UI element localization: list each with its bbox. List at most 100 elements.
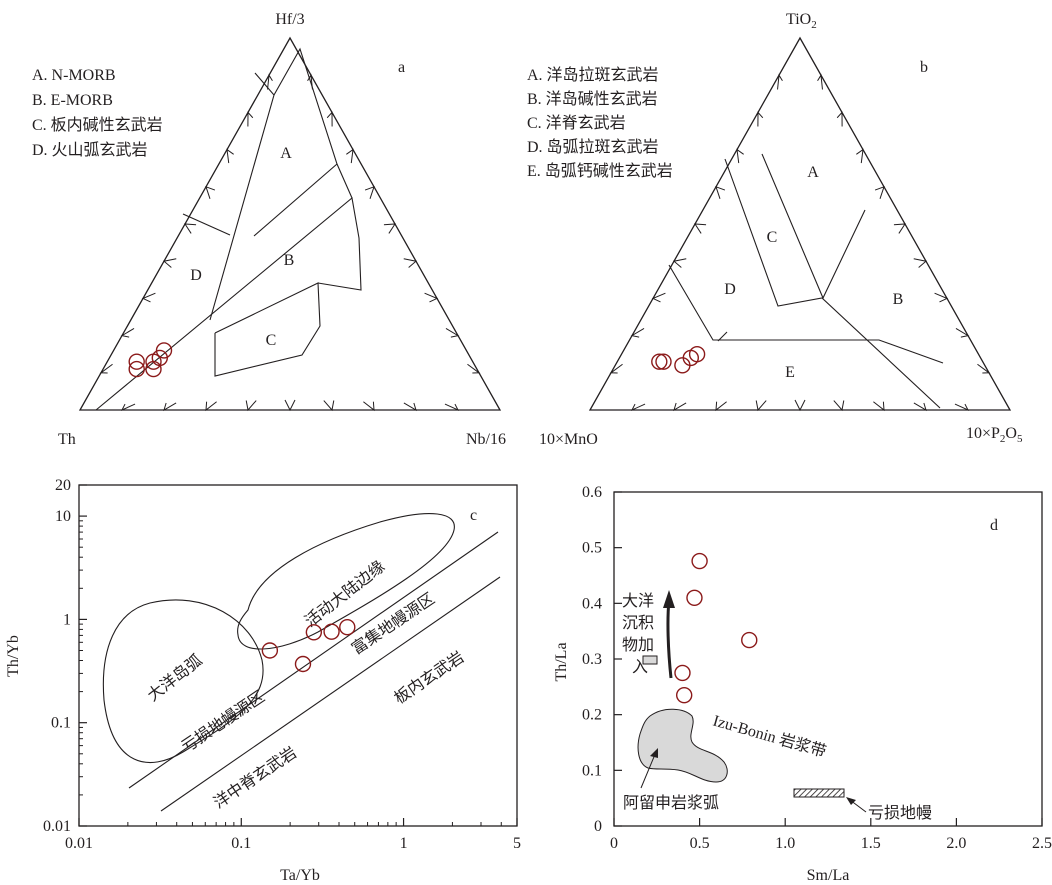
panel-c-xlabel: Ta/Yb [280,867,320,884]
y-tick-label: 0.1 [51,715,71,732]
panel-b-legend-item: C. 洋脊玄武岩 [527,114,626,132]
tick-mark [120,403,136,412]
panel-a-apex-top: Hf/3 [275,11,304,28]
tick-mark [609,363,623,374]
panel-b-apex-top: TiO2 [786,11,817,31]
tick-mark [205,401,217,412]
panel-b-legend-item: D. 岛弧拉斑玄武岩 [527,138,659,156]
tick-mark [467,363,481,374]
panel-b-field-boundary [724,158,941,409]
panel-d-scatter: 0 0.5 1.0 1.5 2.0 2.5 0 0.1 0.2 0.3 0.4 0.5 0.6 大洋 沉… [553,484,1052,884]
panel-c-label-morb: 洋中脊玄武岩 [210,744,300,813]
y-tick-label: 1 [63,611,71,628]
tick-mark [141,292,156,303]
tick-mark [99,363,113,374]
tick-mark [247,111,254,127]
panel-c-field-active-margin [237,513,455,650]
panel-b-field-label-a: A [807,164,819,181]
panel-b-letter: b [920,59,928,76]
x-tick-label: 0.5 [690,835,710,852]
panel-c-letter: c [470,507,477,524]
x-tick-label: 2.5 [1032,835,1052,852]
panel-a-apex-right: Nb/16 [466,431,506,448]
panel-a-legend-item: D. 火山弧玄武岩 [32,141,148,159]
panel-b-legend-item: E. 岛弧钙碱性玄武岩 [527,162,673,180]
panel-a-legend-item: A. N-MORB [32,67,116,84]
data-point [686,589,703,606]
tick-mark [715,185,726,199]
panel-b-field-label-c: C [767,229,778,246]
x-tick-label: 1.5 [861,835,881,852]
panel-c-boundary-line [128,531,499,789]
tick-mark [226,148,234,164]
panel-d-letter: d [990,517,998,534]
data-point [741,631,758,649]
panel-c-plot-area [78,484,518,827]
x-tick-label: 1.0 [775,835,795,852]
tick-mark [445,327,460,338]
panel-d-ylabel: Th/La [553,642,570,681]
data-point [261,642,279,659]
panel-d-xlabel: Sm/La [807,867,850,884]
panel-d-ticks: 0 0.5 1.0 1.5 2.0 2.5 0 0.1 0.2 0.3 0.4 0.5 0.6 [582,484,1052,852]
panel-b-legend-item: A. 洋岛拉斑玄武岩 [527,66,659,84]
tick-mark [326,111,333,127]
tick-mark [794,399,806,412]
tick-mark [403,258,418,268]
panel-a-legend-item: B. E-MORB [32,92,113,109]
panel-a-letter: a [398,59,405,76]
tick-mark [934,292,949,303]
tick-mark [630,327,645,338]
panel-d-sediment-arrow [666,599,673,679]
data-point [675,686,693,704]
tick-mark [323,400,335,412]
panel-d-depleted-mantle-box [793,788,845,798]
tick-mark [954,403,970,412]
panel-a-ticks [99,73,481,412]
y-tick-label: 0 [594,818,602,835]
tick-mark [346,148,354,164]
panel-d-field-aleutian [637,708,728,783]
tick-mark [363,401,375,412]
panel-d-aleutian-pointer [640,751,657,789]
panel-a-frame [78,36,502,411]
data-point [305,624,323,641]
panel-a-ternary: A B C D Hf/3 Th Nb/16 a A. N-MORB B. E-M… [32,11,506,448]
y-tick-label: 10 [55,508,71,525]
y-tick-label: 0.2 [582,707,602,724]
panel-d-annotation-aleutian: 阿留申岩浆弧 [623,794,719,812]
panel-d-sediment-arrowhead [663,590,675,608]
tick-mark [893,223,906,234]
tick-mark [403,402,417,412]
x-tick-label: 1 [400,835,408,852]
x-tick-label: 0.01 [65,835,93,852]
data-point [128,353,145,370]
panel-d-points [674,552,758,704]
tick-mark [245,400,257,412]
panel-b-field-boundary [761,153,866,300]
tick-mark [630,403,646,412]
panel-a-field-boundary [214,282,321,377]
panel-a-field-boundary [182,213,231,236]
data-point [128,360,145,378]
panel-b-apex-right: 10×P2O5 [966,425,1023,445]
tick-mark [184,223,197,234]
tick-mark [424,292,439,303]
tick-mark [672,258,687,268]
panel-c-field-oceanic-arc [102,599,264,764]
panel-a-legend-item: C. 板内碱性玄武岩 [32,116,163,134]
tick-mark [836,111,843,127]
tick-mark [267,73,273,90]
x-tick-label: 0.1 [231,835,251,852]
x-tick-label: 5 [513,835,521,852]
tick-mark [651,292,666,303]
tick-mark [694,223,707,234]
panel-c-points [261,619,356,673]
panel-a-field-label-a: A [280,145,292,162]
tick-mark [955,327,970,338]
tick-mark [755,400,767,412]
data-point [145,360,162,378]
tick-mark [444,403,460,412]
tick-mark [120,327,135,338]
